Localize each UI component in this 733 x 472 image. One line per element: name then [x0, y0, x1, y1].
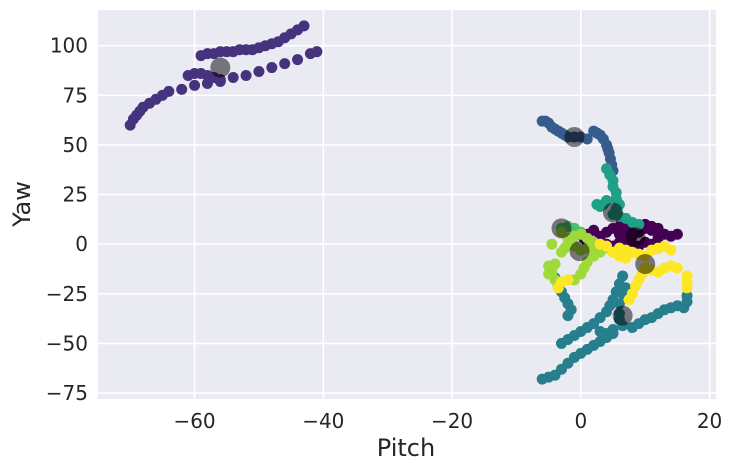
data-point-cluster-1	[311, 46, 323, 58]
data-point-cluster-2	[581, 133, 593, 145]
centroid-marker-0	[625, 227, 646, 248]
centroid-marker-4	[603, 202, 623, 223]
data-point-cluster-3	[543, 371, 555, 383]
data-point-cluster-1	[298, 20, 310, 32]
data-point-cluster-1	[240, 69, 252, 81]
y-tick-label: 25	[63, 183, 88, 207]
x-tick-label: −40	[302, 409, 344, 433]
x-axis-ticks: −60 −40 −20 0 20	[173, 409, 722, 433]
centroid-marker-3	[612, 305, 633, 326]
data-point-cluster-1	[292, 54, 304, 66]
x-axis-label: Pitch	[377, 434, 435, 462]
centroid-marker-6	[569, 241, 590, 262]
centroid-marker-5	[551, 218, 572, 239]
y-tick-label: 75	[63, 83, 88, 107]
data-point-cluster-3	[617, 270, 629, 282]
data-point-cluster-3	[594, 326, 606, 338]
x-tick-label: −60	[173, 409, 215, 433]
x-tick-label: 20	[697, 409, 722, 433]
y-tick-label: 0	[75, 232, 88, 256]
data-point-cluster-1	[227, 71, 239, 83]
data-point-cluster-7	[620, 252, 632, 264]
data-point-cluster-6	[546, 266, 558, 278]
data-point-cluster-7	[681, 282, 693, 294]
y-axis-ticks: −75 −50 −25 0 25 50 75 100	[46, 34, 88, 405]
y-axis-label: Yaw	[8, 181, 36, 228]
data-point-cluster-7	[665, 244, 677, 256]
data-point-cluster-7	[671, 262, 683, 274]
data-point-cluster-6	[588, 250, 600, 262]
data-point-cluster-1	[189, 79, 201, 91]
x-tick-label: −20	[431, 409, 473, 433]
data-point-cluster-7	[594, 238, 606, 250]
data-point-cluster-1	[253, 66, 265, 78]
data-point-cluster-1	[279, 58, 291, 70]
data-point-cluster-0	[652, 222, 664, 234]
y-tick-label: −25	[46, 282, 88, 306]
centroid-marker-2	[564, 127, 585, 148]
data-point-cluster-3	[681, 290, 693, 302]
data-point-cluster-7	[623, 294, 635, 306]
y-tick-label: −75	[46, 381, 88, 405]
data-point-cluster-4	[591, 199, 603, 210]
data-point-cluster-3	[607, 324, 619, 336]
centroid-marker-1	[210, 57, 231, 78]
centroid-marker-7	[635, 254, 656, 275]
y-tick-label: −50	[46, 331, 88, 355]
data-point-cluster-1	[176, 83, 188, 95]
data-point-cluster-6	[546, 238, 558, 250]
data-points	[124, 20, 693, 385]
data-point-cluster-1	[163, 85, 175, 97]
data-point-cluster-1	[182, 69, 194, 81]
data-point-cluster-0	[671, 228, 683, 240]
data-point-cluster-7	[552, 282, 564, 294]
cluster-centroids	[210, 57, 656, 326]
data-point-cluster-1	[266, 62, 278, 74]
data-point-cluster-4	[633, 218, 645, 230]
x-tick-label: 0	[574, 409, 587, 433]
y-tick-label: 50	[63, 133, 88, 157]
y-tick-label: 100	[50, 34, 88, 58]
